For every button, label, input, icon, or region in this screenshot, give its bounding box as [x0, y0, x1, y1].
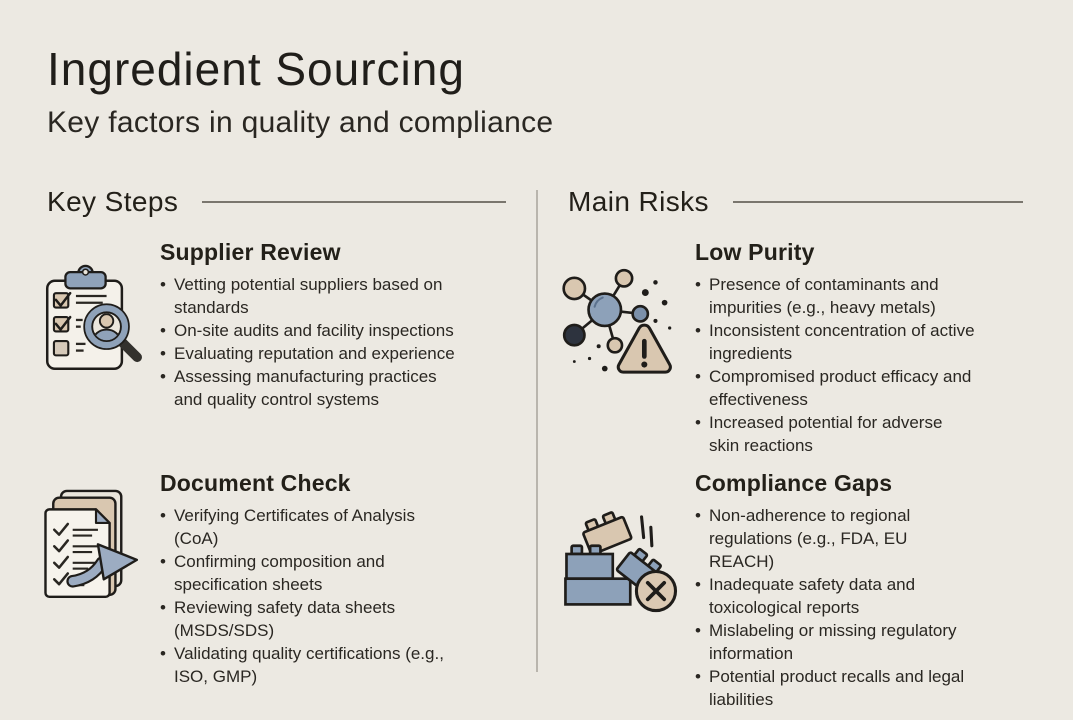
document-check-list: Verifying Certificates of Analysis (CoA)… [160, 504, 462, 688]
clipboard-checklist-magnifier-icon [45, 264, 142, 371]
compliance-gaps-title: Compliance Gaps [695, 470, 893, 496]
bullet-item: Reviewing safety data sheets (MSDS/SDS) [160, 596, 462, 642]
bullet-item: Presence of contaminants and impurities … [695, 273, 977, 319]
page-subtitle: Key factors in quality and compliance [47, 106, 554, 139]
section-supplier-review: Supplier Review Vetting potential suppli… [160, 238, 462, 411]
main-risks-header-label: Main Risks [568, 186, 709, 217]
main-risks-header-rule [732, 201, 1023, 203]
page-title: Ingredient Sourcing [47, 43, 465, 95]
bullet-item: Verifying Certificates of Analysis (CoA) [160, 504, 462, 550]
bullet-item: On-site audits and facility inspections [160, 319, 462, 342]
low-purity-title: Low Purity [695, 239, 815, 265]
compliance-gaps-list: Non-adherence to regional regulations (e… [695, 504, 977, 711]
key-steps-header-label: Key Steps [47, 186, 179, 217]
bullet-item: Evaluating reputation and experience [160, 342, 462, 365]
bullet-item: Vetting potential suppliers based on sta… [160, 273, 462, 319]
document-check-title: Document Check [160, 470, 351, 496]
falling-bricks-error-icon [564, 511, 678, 613]
section-compliance-gaps: Compliance Gaps Non-adherence to regiona… [695, 469, 977, 711]
bullet-item: Increased potential for adverse skin rea… [695, 411, 977, 457]
supplier-review-title: Supplier Review [160, 239, 341, 265]
bullet-item: Non-adherence to regional regulations (e… [695, 504, 977, 573]
column-header-main-risks: Main Risks [568, 185, 1025, 219]
bullet-item: Mislabeling or missing regulatory inform… [695, 619, 977, 665]
bullet-item: Potential product recalls and legal liab… [695, 665, 977, 711]
bullet-item: Inadequate safety data and toxicological… [695, 573, 977, 619]
bullet-item: Compromised product efficacy and effecti… [695, 365, 977, 411]
bullet-item: Confirming composition and specification… [160, 550, 462, 596]
bullet-item: Inconsistent concentration of active ing… [695, 319, 977, 365]
molecule-warning-icon [562, 268, 672, 374]
column-divider [536, 190, 538, 672]
column-header-key-steps: Key Steps [47, 185, 508, 219]
low-purity-list: Presence of contaminants and impurities … [695, 273, 977, 457]
documents-checklist-arrow-icon [44, 489, 139, 599]
section-document-check: Document Check Verifying Certificates of… [160, 469, 462, 688]
section-low-purity: Low Purity Presence of contaminants and … [695, 238, 977, 457]
key-steps-header-rule [202, 201, 506, 203]
bullet-item: Validating quality certifications (e.g.,… [160, 642, 462, 688]
bullet-item: Assessing manufacturing practices and qu… [160, 365, 462, 411]
supplier-review-list: Vetting potential suppliers based on sta… [160, 273, 462, 411]
